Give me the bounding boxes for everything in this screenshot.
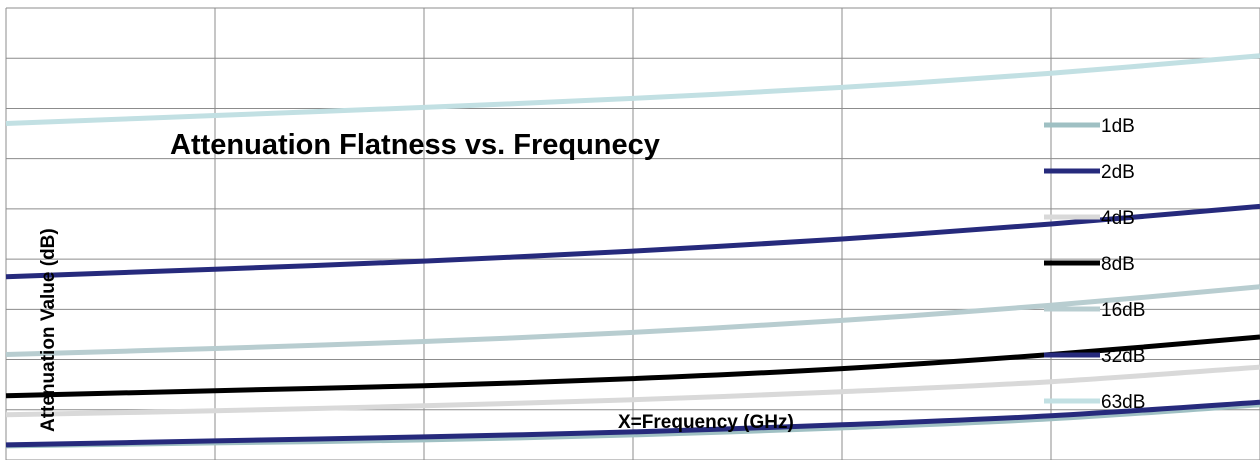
legend-label-1db: 1dB — [1101, 116, 1135, 137]
series-line-4db — [5, 364, 1260, 418]
legend: 1dB 2dB 4dB 8dB 16dB 32dB 63dB — [1044, 116, 1145, 413]
legend-label-16db: 16dB — [1101, 300, 1145, 321]
x-axis-label: X=Frequency (GHz) — [618, 412, 794, 433]
y-axis-label: Attenuation Value (dB) — [38, 228, 59, 432]
legend-label-2db: 2dB — [1101, 162, 1135, 183]
series-lines — [5, 53, 1260, 449]
series-line-63db — [5, 53, 1260, 126]
legend-label-8db: 8dB — [1101, 254, 1135, 275]
series-line-2db — [5, 399, 1260, 448]
grid — [5, 7, 1260, 460]
series-line-32db — [5, 203, 1260, 280]
chart-title: Attenuation Flatness vs. Frequnecy — [170, 129, 660, 161]
legend-label-4db: 4dB — [1101, 208, 1135, 229]
series-line-16db — [5, 284, 1260, 357]
legend-label-63db: 63dB — [1101, 392, 1145, 413]
legend-label-32db: 32dB — [1101, 346, 1145, 367]
